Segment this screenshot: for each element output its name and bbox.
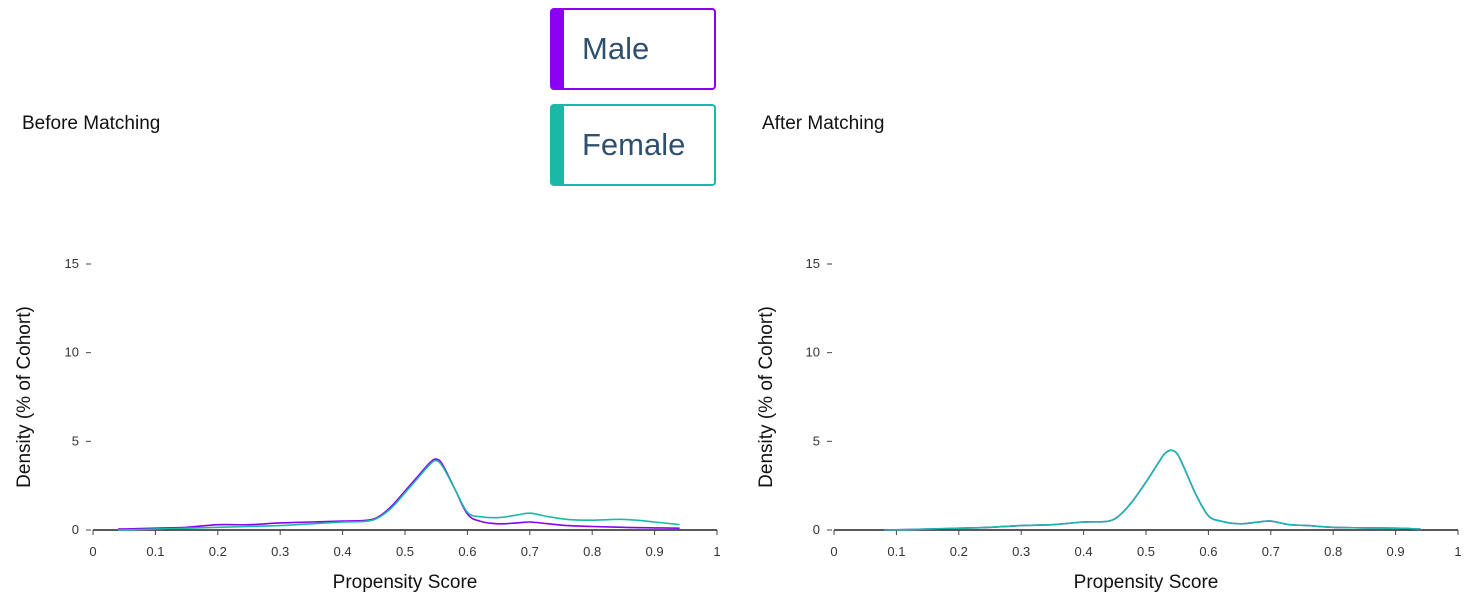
x-tick-label: 0.4 xyxy=(334,544,352,559)
series-line-male xyxy=(883,449,1421,531)
series-line-female xyxy=(117,459,680,531)
chart-after: 0 0.1 0.2 0.3 0.4 0.5 0.6 0.7 0.8 0.9 1051015Prope… xyxy=(756,256,1462,593)
chart-before: 0 0.1 0.2 0.3 0.4 0.5 0.6 0.7 0.8 0.9 1051015Prope… xyxy=(14,256,721,593)
y-axis-title: Density (% of Cohort) xyxy=(756,306,777,488)
x-tick-label: 0.6 xyxy=(458,544,476,559)
series-line-male xyxy=(117,458,680,530)
x-tick-label: 0.2 xyxy=(950,544,968,559)
x-tick-label: 0 xyxy=(830,544,837,559)
y-tick-label: 15 xyxy=(65,256,79,271)
x-tick-label: 0.5 xyxy=(396,544,414,559)
y-tick-label: 15 xyxy=(806,256,820,271)
x-tick-label: 0.2 xyxy=(209,544,227,559)
x-tick-label: 0.7 xyxy=(1262,544,1280,559)
x-tick-label: 0.1 xyxy=(146,544,164,559)
x-axis-title: Propensity Score xyxy=(333,572,478,593)
x-tick-label: 1 xyxy=(713,544,720,559)
y-tick-label: 0 xyxy=(72,522,79,537)
x-tick-label: 0.8 xyxy=(1324,544,1342,559)
legend-item-female[interactable]: Female xyxy=(550,104,716,186)
x-axis-title: Propensity Score xyxy=(1074,572,1219,593)
legend-item-male[interactable]: Male xyxy=(550,8,716,90)
x-tick-label: 0.5 xyxy=(1137,544,1155,559)
y-tick-label: 5 xyxy=(813,433,820,448)
x-tick-label: 0.3 xyxy=(271,544,289,559)
x-tick-label: 0.1 xyxy=(887,544,905,559)
legend-label-female: Female xyxy=(582,127,686,162)
x-tick-label: 0.9 xyxy=(646,544,664,559)
series-line-female xyxy=(883,449,1421,531)
x-tick-label: 0.4 xyxy=(1075,544,1093,559)
legend-label-male: Male xyxy=(582,31,650,66)
chart-title-after: After Matching xyxy=(762,113,885,134)
x-tick-label: 0.6 xyxy=(1199,544,1217,559)
y-tick-label: 10 xyxy=(65,345,79,360)
y-tick-label: 0 xyxy=(813,522,820,537)
x-tick-label: 1 xyxy=(1454,544,1461,559)
x-tick-label: 0.9 xyxy=(1387,544,1405,559)
x-tick-label: 0.7 xyxy=(521,544,539,559)
y-tick-label: 5 xyxy=(72,433,79,448)
chart-title-before: Before Matching xyxy=(22,113,161,134)
x-tick-label: 0 xyxy=(89,544,96,559)
y-tick-label: 10 xyxy=(806,345,820,360)
y-axis-title: Density (% of Cohort) xyxy=(14,306,35,488)
x-tick-label: 0.3 xyxy=(1012,544,1030,559)
x-tick-label: 0.8 xyxy=(583,544,601,559)
